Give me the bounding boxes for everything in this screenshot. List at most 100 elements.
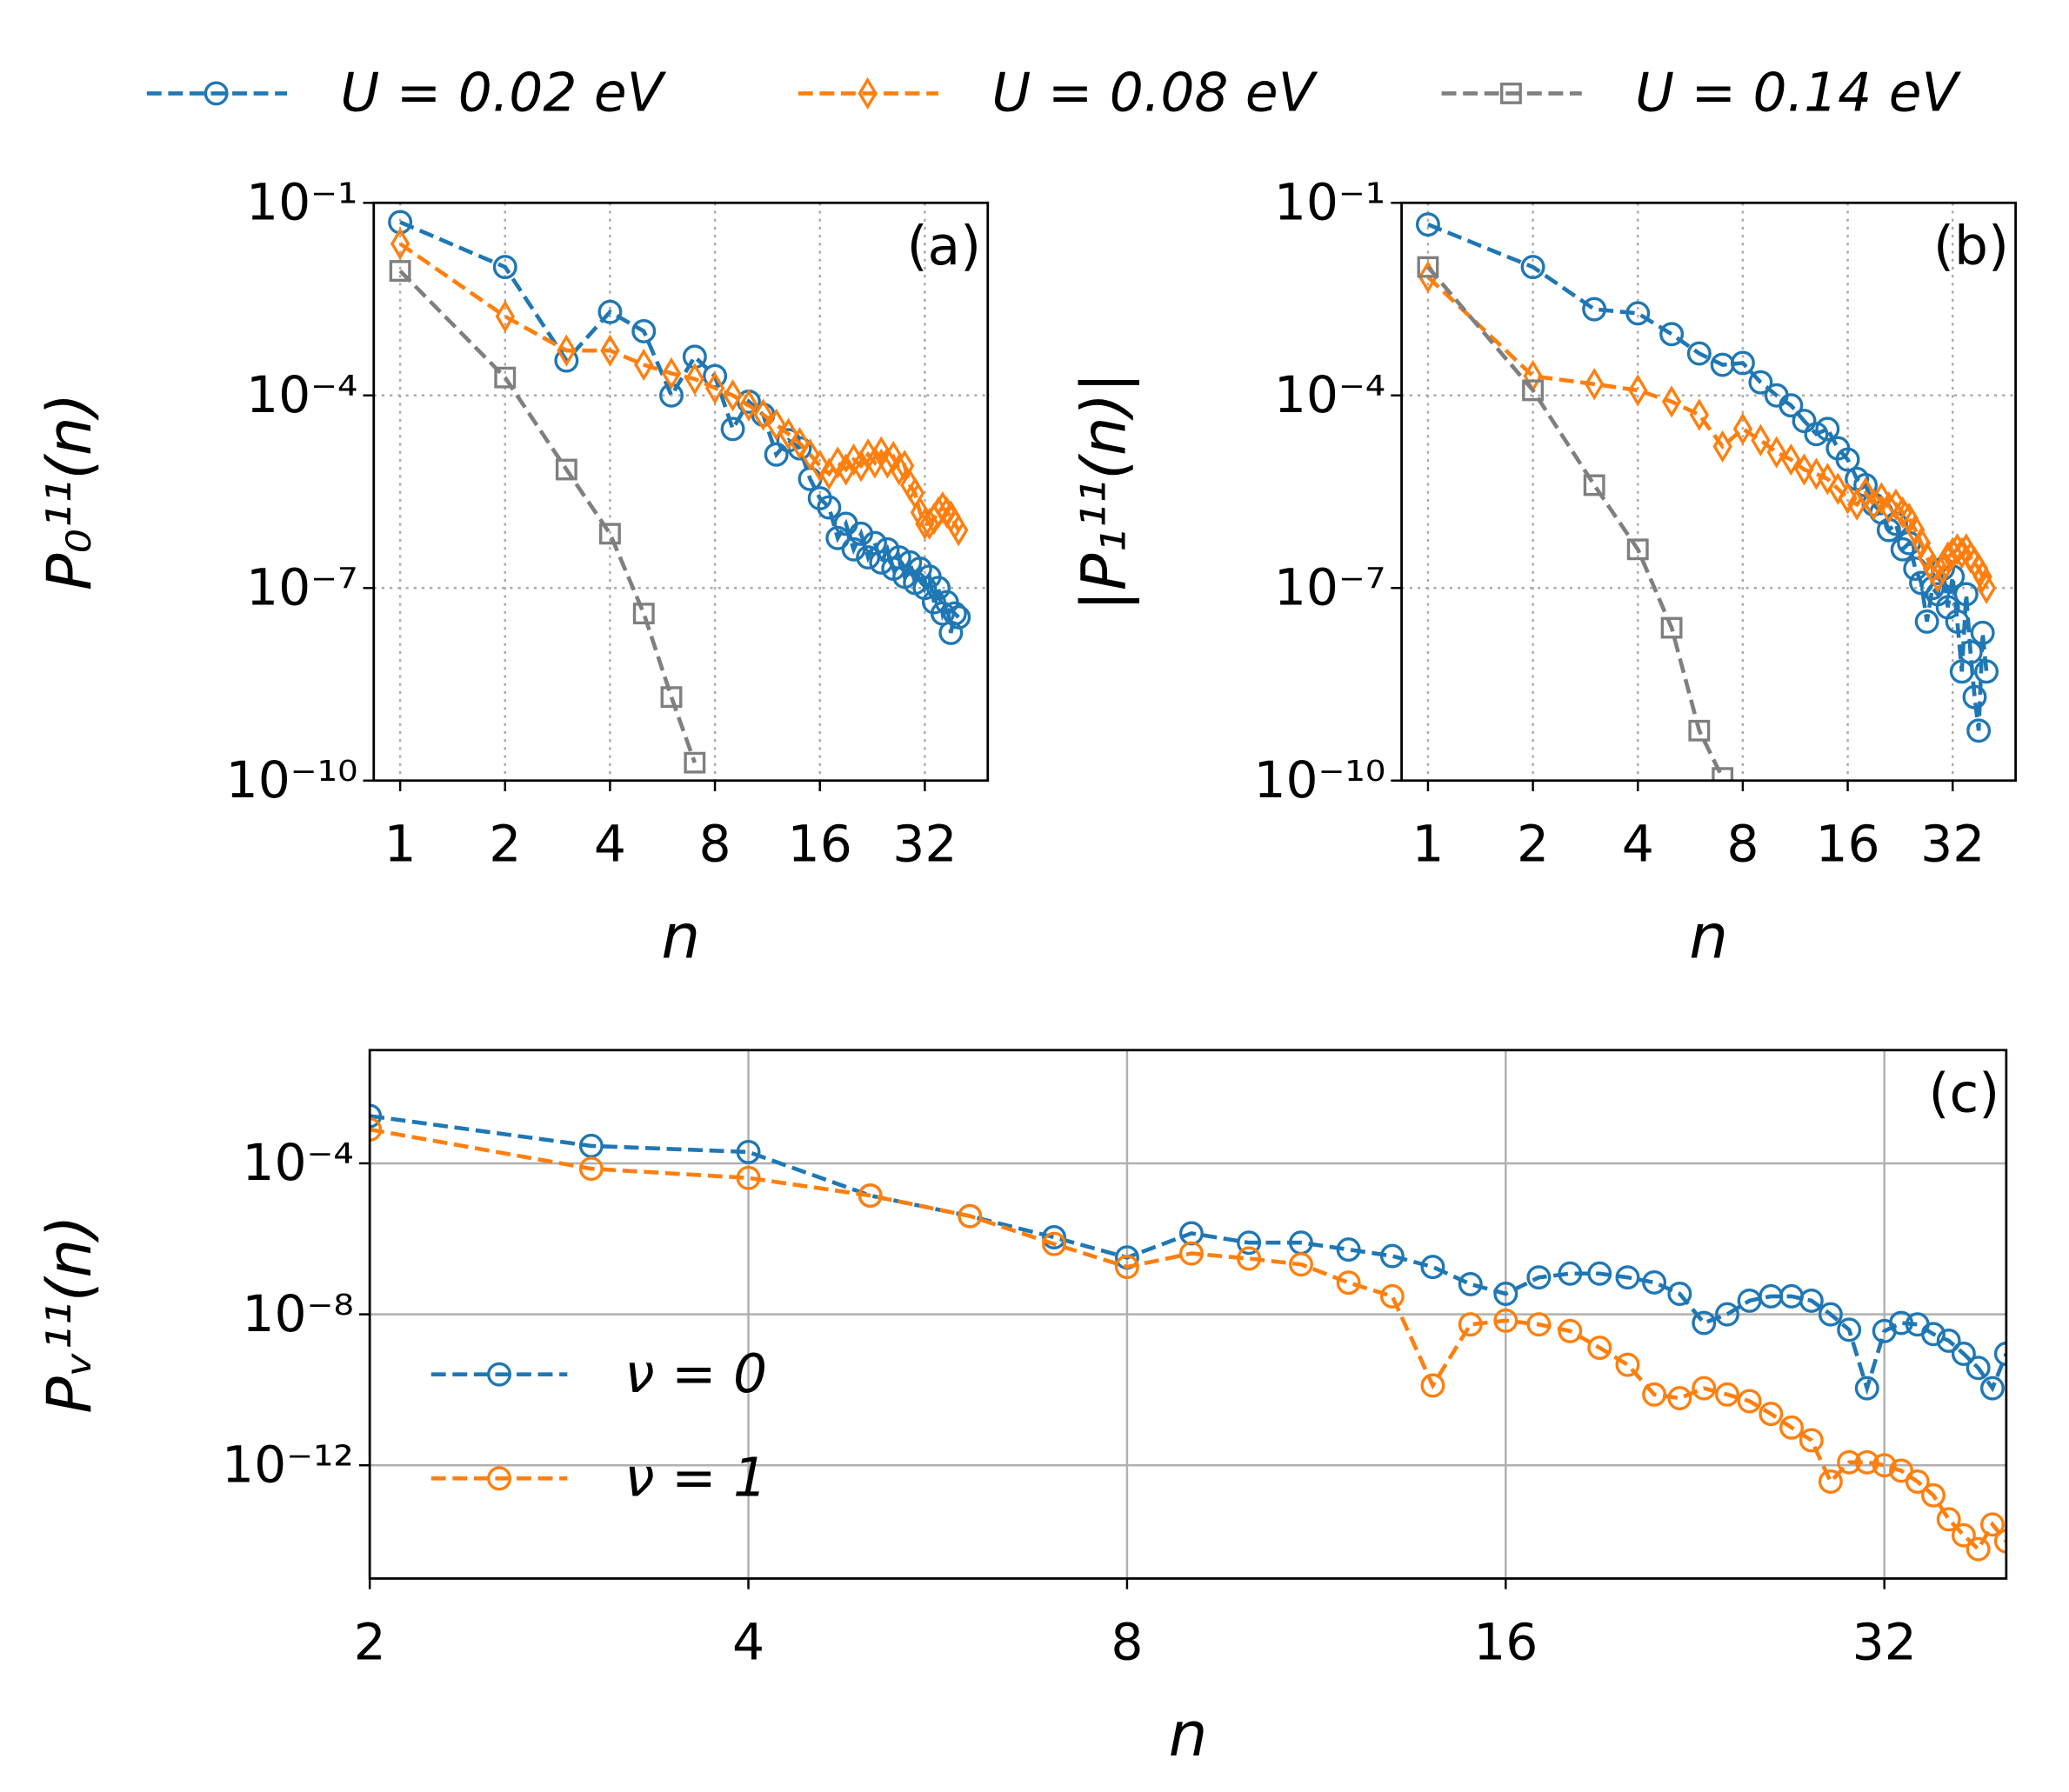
marker	[1042, 1225, 1067, 1249]
marker	[1587, 1261, 1612, 1286]
marker	[1042, 1231, 1067, 1256]
marker	[878, 446, 898, 479]
marker	[1642, 1269, 1667, 1295]
marker	[557, 334, 577, 367]
legend-label: ν = 1	[624, 1448, 767, 1509]
marker	[926, 576, 951, 601]
marker	[1815, 416, 1840, 442]
marker	[578, 1156, 604, 1182]
plot-area	[388, 210, 971, 774]
x-tick-label: 8	[1726, 815, 1759, 874]
legend-label: U = 0.08 eV	[991, 63, 1318, 124]
x-tick-label: 8	[699, 815, 731, 874]
marker	[1583, 474, 1605, 496]
marker	[1835, 447, 1860, 472]
marker	[1661, 385, 1682, 418]
marker	[1667, 1282, 1692, 1306]
marker	[1584, 368, 1605, 401]
marker	[828, 446, 848, 479]
panel-label: (a)	[907, 216, 982, 277]
marker	[1914, 609, 1939, 634]
marker	[631, 318, 657, 343]
series-line	[398, 269, 697, 763]
marker	[1493, 1282, 1518, 1306]
marker	[661, 356, 682, 390]
marker	[1288, 1252, 1313, 1277]
marker	[764, 442, 789, 467]
marker	[1966, 1356, 1991, 1381]
marker	[1779, 393, 1804, 418]
marker	[720, 416, 745, 442]
marker	[1688, 719, 1711, 742]
marker	[1715, 1382, 1739, 1407]
series-line	[1426, 265, 1725, 779]
marker	[1889, 1310, 1913, 1336]
marker	[1970, 620, 1995, 645]
marker	[1966, 1536, 1991, 1562]
marker	[753, 398, 773, 431]
marker	[1759, 1402, 1784, 1427]
marker	[738, 389, 759, 422]
y-tick-label: 10⁻¹⁰	[1253, 750, 1385, 809]
axes-frame	[368, 1049, 2008, 1580]
x-tick-label: 32	[1920, 815, 1985, 874]
marker	[1526, 1312, 1552, 1337]
marker	[884, 440, 904, 474]
marker	[1458, 1312, 1483, 1337]
marker	[1837, 1317, 1862, 1342]
marker	[1879, 490, 1899, 524]
marker	[825, 525, 851, 550]
marker	[1237, 1230, 1262, 1256]
y-tick-label: 10⁻⁴	[246, 365, 357, 424]
marker	[1932, 552, 1953, 585]
marker	[836, 453, 856, 486]
marker	[889, 453, 909, 486]
marker	[1979, 1512, 2005, 1537]
marker	[1379, 1283, 1405, 1309]
legend-label: U = 0.02 eV	[340, 63, 666, 124]
x-axis-label: n	[1689, 900, 1728, 972]
series-line	[370, 1114, 2006, 1396]
marker	[915, 507, 935, 541]
marker	[1526, 1265, 1552, 1290]
marker	[1558, 1318, 1583, 1343]
marker	[1838, 482, 1858, 515]
marker	[1660, 616, 1683, 639]
marker	[1804, 422, 1829, 447]
marker	[910, 496, 931, 530]
marker	[684, 363, 705, 396]
marker	[1587, 1336, 1612, 1361]
marker	[1730, 350, 1755, 376]
y-tick-label: 10⁻⁷	[1274, 557, 1385, 616]
marker	[1582, 296, 1607, 322]
marker	[1837, 1449, 1862, 1475]
marker	[1715, 1302, 1739, 1327]
marker	[600, 334, 620, 367]
marker	[723, 379, 743, 412]
marker	[1993, 1342, 2006, 1366]
marker	[1781, 443, 1801, 476]
marker	[370, 1103, 383, 1129]
x-tick-label: 2	[1517, 815, 1549, 874]
marker	[1799, 1428, 1824, 1453]
marker	[1927, 560, 1948, 593]
marker	[1686, 341, 1712, 366]
marker	[1974, 659, 1999, 684]
marker	[1522, 379, 1545, 402]
marker	[370, 1117, 383, 1142]
series-line	[370, 1127, 2006, 1553]
marker	[1628, 374, 1648, 407]
marker	[1921, 1482, 1946, 1508]
marker	[1779, 1415, 1804, 1440]
marker	[1712, 767, 1734, 781]
x-tick-label: 16	[788, 815, 852, 874]
marker	[1966, 718, 1992, 743]
marker	[864, 446, 885, 479]
marker	[1945, 609, 1970, 634]
marker	[778, 417, 798, 450]
marker	[390, 227, 410, 261]
marker	[487, 1362, 511, 1387]
marker	[817, 495, 842, 520]
marker	[1872, 482, 1892, 515]
marker	[800, 438, 820, 471]
